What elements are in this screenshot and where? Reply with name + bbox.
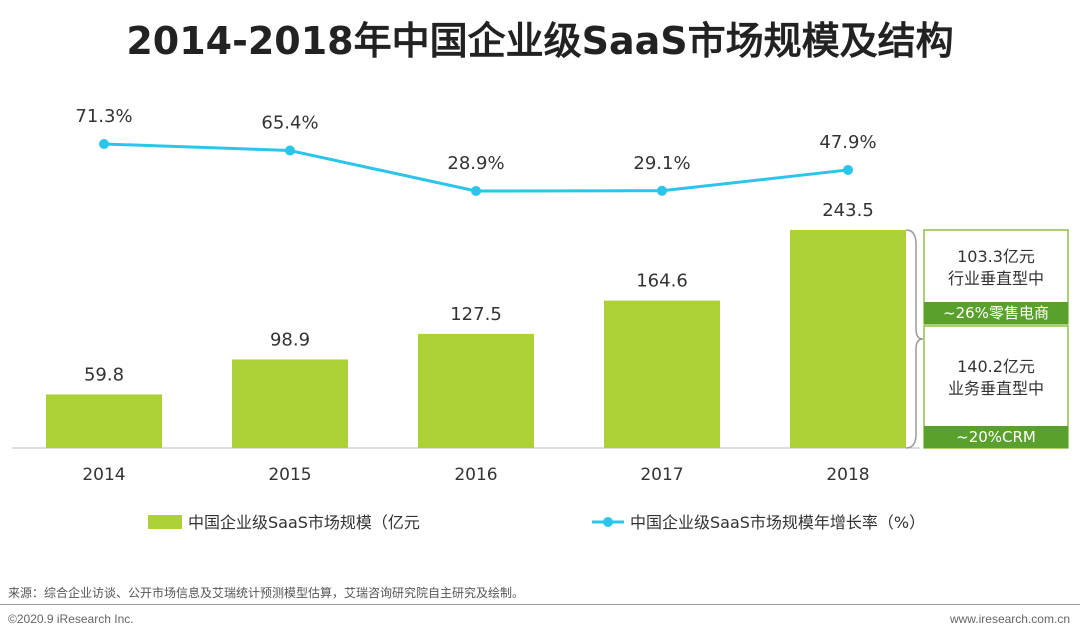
x-tick-2014: 2014 xyxy=(82,465,125,485)
bar-2015 xyxy=(232,359,348,448)
breakdown-desc-0: 行业垂直型中 xyxy=(948,269,1044,288)
website-text: www.iresearch.com.cn xyxy=(949,612,1070,626)
growth-point-2018 xyxy=(843,164,853,175)
growth-label-2016: 28.9% xyxy=(447,153,504,174)
breakdown-tag-bg-1 xyxy=(924,426,1068,448)
bar-2014 xyxy=(46,394,162,448)
bar-label-2015: 98.9 xyxy=(270,329,310,350)
breakdown-tag-0: ~26%零售电商 xyxy=(943,304,1049,322)
chart-title: 2014-2018年中国企业级SaaS市场规模及结构 xyxy=(126,19,954,63)
breakdown-desc-1: 业务垂直型中 xyxy=(948,379,1044,398)
x-tick-2015: 2015 xyxy=(268,465,311,485)
growth-label-2014: 71.3% xyxy=(75,106,132,127)
bar-label-2017: 164.6 xyxy=(636,271,688,292)
growth-label-2018: 47.9% xyxy=(819,132,876,153)
x-tick-2016: 2016 xyxy=(454,465,497,485)
legend-bar-swatch xyxy=(148,515,182,529)
breakdown-value-1: 140.2亿元 xyxy=(957,357,1035,376)
growth-point-2014 xyxy=(99,139,109,149)
x-tick-2017: 2017 xyxy=(640,465,683,485)
bar-2017 xyxy=(604,300,720,448)
legend-bar-label: 中国企业级SaaS市场规模（亿元 xyxy=(188,513,420,532)
breakdown-tag-1: ~20%CRM xyxy=(956,428,1036,446)
growth-point-2016 xyxy=(471,186,481,196)
copyright-text: ©2020.9 iResearch Inc. xyxy=(8,612,134,626)
legend-line-marker xyxy=(603,517,613,527)
legend-line-label: 中国企业级SaaS市场规模年增长率（%） xyxy=(630,513,925,532)
growth-label-2015: 65.4% xyxy=(261,113,318,134)
bar-2018 xyxy=(790,230,906,448)
growth-point-2015 xyxy=(285,145,295,156)
chart-svg: 59.8 2014 98.9 2015 127.5 2016 164.6 2017 243.5 2… xyxy=(12,106,1069,532)
source-note: 来源：综合企业访谈、公开市场信息及艾瑞统计预测模型估算，艾瑞咨询研究院自主研究及… xyxy=(8,586,525,600)
x-tick-2018: 2018 xyxy=(826,465,869,485)
breakdown-tag-bg-0 xyxy=(924,302,1068,324)
bar-label-2014: 59.8 xyxy=(84,364,124,385)
bar-2016 xyxy=(418,333,534,448)
bar-label-2016: 127.5 xyxy=(450,304,502,325)
bracket xyxy=(905,229,924,449)
footer-divider xyxy=(0,604,1080,605)
breakdown-value-0: 103.3亿元 xyxy=(957,247,1035,266)
bar-label-2018: 243.5 xyxy=(822,200,874,221)
growth-point-2017 xyxy=(657,185,667,196)
growth-label-2017: 29.1% xyxy=(633,153,690,174)
